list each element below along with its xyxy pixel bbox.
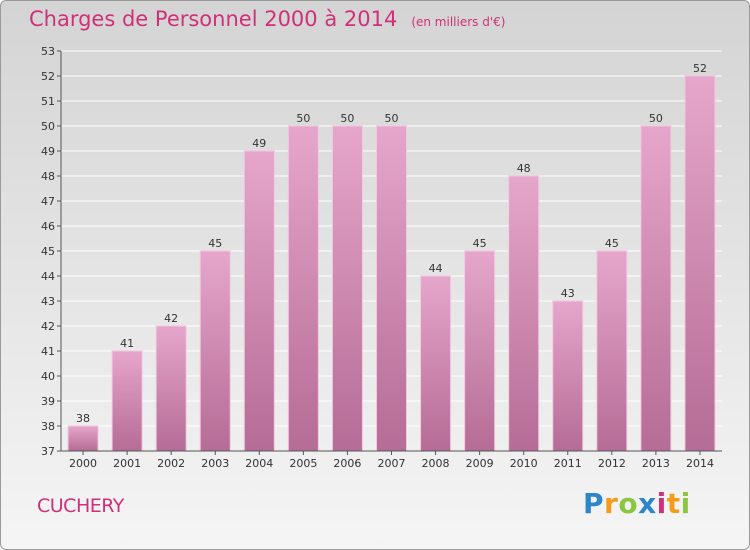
- y-tick-label: 37: [41, 445, 55, 458]
- x-tick-label-2001: 2001: [113, 457, 141, 470]
- bar-2008: [420, 275, 452, 452]
- chart-subtitle: (en milliers d'€): [411, 15, 506, 29]
- y-tick-label: 47: [41, 195, 55, 208]
- x-tick-label-2004: 2004: [245, 457, 273, 470]
- y-tick-label: 50: [41, 120, 55, 133]
- y-tick-label: 40: [41, 370, 55, 383]
- bar-2006: [331, 125, 363, 452]
- bar-2005: [287, 125, 319, 452]
- logo-letter: i: [680, 487, 691, 520]
- logo-letter: t: [666, 487, 681, 520]
- y-tick-label: 39: [41, 395, 55, 408]
- y-tick-label: 45: [41, 245, 55, 258]
- value-label-2003: 45: [208, 237, 222, 250]
- x-tick-label-2003: 2003: [201, 457, 229, 470]
- bar-2009: [464, 250, 496, 452]
- x-tick-label-2008: 2008: [422, 457, 450, 470]
- x-tick-label-2013: 2013: [642, 457, 670, 470]
- value-label-2000: 38: [76, 412, 90, 425]
- y-tick-label: 41: [41, 345, 55, 358]
- town-name: CUCHERY: [37, 495, 124, 517]
- x-tick-label-2014: 2014: [686, 457, 714, 470]
- bar-2007: [376, 125, 407, 452]
- proxiti-logo[interactable]: Proxiti: [583, 487, 691, 520]
- bar-2012: [596, 250, 628, 452]
- value-label-2009: 45: [473, 237, 487, 250]
- x-tick-label-2011: 2011: [554, 457, 582, 470]
- x-tick-label-2002: 2002: [157, 457, 185, 470]
- value-label-2004: 49: [252, 137, 266, 150]
- value-label-2014: 52: [693, 62, 707, 75]
- logo-letter: r: [604, 487, 619, 520]
- value-label-2008: 44: [429, 262, 443, 275]
- x-tick-label-2000: 2000: [69, 457, 97, 470]
- value-label-2006: 50: [340, 112, 354, 125]
- value-label-2011: 43: [561, 287, 575, 300]
- value-label-2010: 48: [517, 162, 531, 175]
- logo-letter: o: [618, 487, 639, 520]
- value-label-2007: 50: [385, 112, 399, 125]
- bar-2010: [508, 175, 540, 452]
- y-tick-label: 53: [41, 45, 55, 58]
- y-tick-label: 49: [41, 145, 55, 158]
- x-tick-label-2006: 2006: [333, 457, 361, 470]
- bars: 38 41 42 45 49 50 50 50 44 45 48 43 45 50 52: [67, 62, 716, 452]
- logo-letter: x: [638, 487, 657, 520]
- axes: 37 38 39 40 41 42 43 44 45 46 47 48 49 50 51 52 53 2000 20…: [41, 45, 722, 470]
- y-tick-label: 38: [41, 420, 55, 433]
- value-label-2005: 50: [296, 112, 310, 125]
- value-label-2001: 41: [120, 337, 134, 350]
- y-tick-label: 44: [41, 270, 55, 283]
- bar-2013: [640, 125, 672, 452]
- x-tick-label-2012: 2012: [598, 457, 626, 470]
- value-label-2013: 50: [649, 112, 663, 125]
- value-label-2012: 45: [605, 237, 619, 250]
- bar-2000: [67, 425, 99, 452]
- chart-title: Charges de Personnel 2000 à 2014: [29, 7, 398, 31]
- bar-2004: [243, 150, 275, 452]
- y-tick-label: 42: [41, 320, 55, 333]
- bar-2011: [552, 300, 584, 452]
- y-tick-label: 48: [41, 170, 55, 183]
- title-row: Charges de Personnel 2000 à 2014 (en mill…: [29, 7, 505, 31]
- bar-2003: [199, 250, 231, 452]
- y-tick-label: 51: [41, 95, 55, 108]
- bar-2001: [111, 350, 143, 452]
- bar-2002: [155, 325, 187, 452]
- x-tick-label-2010: 2010: [510, 457, 538, 470]
- x-tick-label-2009: 2009: [466, 457, 494, 470]
- y-tick-label: 43: [41, 295, 55, 308]
- logo-letter: i: [656, 487, 667, 520]
- value-label-2002: 42: [164, 312, 178, 325]
- y-tick-label: 46: [41, 220, 55, 233]
- x-tick-label-2005: 2005: [289, 457, 317, 470]
- logo-letter: P: [583, 487, 605, 520]
- y-tick-label: 52: [41, 70, 55, 83]
- bar-2014: [684, 75, 716, 452]
- x-tick-label-2007: 2007: [378, 457, 406, 470]
